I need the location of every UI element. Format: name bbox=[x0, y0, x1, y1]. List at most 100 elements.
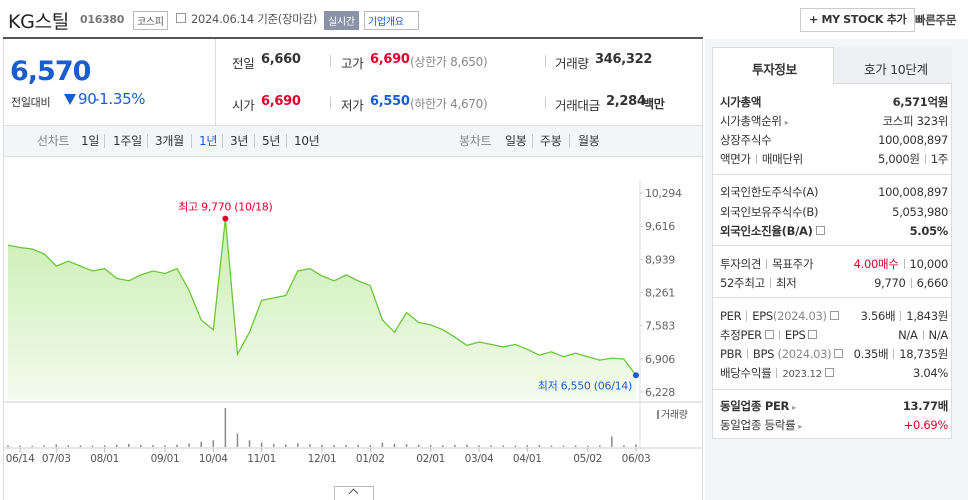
high-annotation: 최고 9,770 (10/18) bbox=[178, 201, 272, 214]
volume-bar bbox=[224, 408, 227, 447]
legend-swatch bbox=[657, 410, 659, 419]
separator bbox=[922, 330, 924, 340]
change: 90 bbox=[78, 90, 97, 108]
stat-value: 6,660 bbox=[261, 52, 301, 67]
company-info[interactable]: 기업개요 bbox=[364, 11, 419, 30]
divider bbox=[330, 55, 331, 67]
period-label: 봉차트 bbox=[459, 134, 492, 148]
low-marker bbox=[633, 372, 639, 379]
info-row: 배당수익률 2023.12 3.04% bbox=[720, 364, 948, 382]
period-tab[interactable]: 1일 bbox=[81, 134, 100, 148]
x-tick-label: 01/02 bbox=[356, 453, 385, 465]
unit: 백만 bbox=[643, 97, 665, 111]
expand-button[interactable] bbox=[334, 486, 374, 500]
value: 코스피 323위 bbox=[882, 114, 948, 128]
volume-bar bbox=[236, 433, 239, 447]
volume-bar bbox=[333, 444, 335, 447]
period-tab-active[interactable]: 1년 bbox=[199, 134, 218, 148]
stock-code: 016380 bbox=[80, 13, 125, 26]
info-row: 외국인한도주식수(A) 100,008,897 bbox=[720, 183, 948, 201]
period-tab[interactable]: 3년 bbox=[230, 134, 249, 148]
low-annotation: 최저 6,550 (06/14) bbox=[538, 379, 632, 392]
volume-bar bbox=[285, 444, 287, 447]
info-box bbox=[712, 47, 952, 439]
label-date: 2023.12 bbox=[782, 369, 822, 380]
volume-bar bbox=[345, 445, 347, 447]
separator bbox=[104, 134, 105, 148]
label: PER bbox=[720, 309, 742, 323]
volume-bar bbox=[466, 444, 468, 447]
x-tick-label: 09/01 bbox=[151, 453, 180, 465]
period-tab[interactable]: 5년 bbox=[262, 134, 281, 148]
help-icon[interactable] bbox=[834, 349, 844, 358]
volume-bar bbox=[611, 436, 613, 447]
x-tick-label: 08/01 bbox=[90, 453, 119, 465]
volume-bar bbox=[369, 445, 372, 447]
volume-bar bbox=[599, 445, 601, 447]
value: 100,008,897 bbox=[878, 133, 948, 147]
separator bbox=[903, 259, 905, 269]
value: 9,770 bbox=[874, 276, 906, 290]
label-date: (2024.03) bbox=[772, 309, 827, 323]
my-stock-button[interactable]: + MY STOCK 추가 bbox=[800, 8, 916, 32]
value: 1,843원 bbox=[906, 309, 948, 323]
value: 1주 bbox=[930, 152, 949, 166]
separator bbox=[569, 134, 570, 148]
help-icon[interactable] bbox=[815, 226, 825, 235]
volume-bar bbox=[321, 444, 323, 447]
x-tick-label: 06/03 bbox=[622, 453, 651, 465]
candle-tab[interactable]: 주봉 bbox=[540, 134, 562, 148]
volume-bar bbox=[454, 444, 456, 447]
x-tick-label: 03/04 bbox=[465, 453, 494, 465]
info-row: PBR BPS (2024.03) 0.35배 18,735원 bbox=[720, 345, 948, 363]
label: PBR bbox=[720, 347, 742, 361]
divider bbox=[330, 97, 331, 109]
x-tick-label: 07/03 bbox=[42, 453, 71, 465]
help-icon[interactable] bbox=[808, 330, 818, 339]
candle-tab[interactable]: 일봉 bbox=[505, 134, 527, 148]
volume-bar bbox=[91, 445, 94, 447]
volume-bar bbox=[43, 445, 45, 447]
quick-order[interactable]: 빠른주문 bbox=[915, 13, 957, 27]
separator bbox=[147, 134, 148, 148]
limit: (상한가 8,650) bbox=[410, 55, 488, 69]
help-icon[interactable] bbox=[764, 330, 774, 339]
period-tab[interactable]: 1주일 bbox=[113, 134, 142, 148]
label: 동일업종 등락률 bbox=[720, 418, 796, 432]
help-icon[interactable] bbox=[829, 311, 839, 320]
label: 시가총액 bbox=[720, 95, 762, 109]
x-tick-label: 05/02 bbox=[573, 453, 602, 465]
volume-bar bbox=[164, 445, 166, 447]
value: 5,053,980 bbox=[892, 205, 948, 219]
volume-bar bbox=[67, 445, 70, 447]
stat-value: 6,550 bbox=[370, 94, 410, 109]
period-tab[interactable]: 3개월 bbox=[155, 134, 184, 148]
chevron-icon bbox=[348, 488, 359, 499]
value: 100,008,897 bbox=[878, 185, 948, 199]
value: 3.56배 bbox=[860, 309, 896, 323]
x-tick-label: 04/01 bbox=[513, 453, 542, 465]
period-label: 선차트 bbox=[37, 134, 70, 148]
date: 2024.06.14 기준(장마감) bbox=[191, 12, 317, 26]
y-tick-label: 9,616 bbox=[645, 220, 675, 233]
price-line bbox=[7, 218, 637, 376]
info-tab[interactable]: 호가 10단계 bbox=[864, 62, 928, 77]
volume-bar bbox=[128, 443, 130, 447]
stat-label: 거래량 bbox=[555, 56, 589, 71]
stat-label: 전일 bbox=[232, 56, 255, 71]
volume-bar bbox=[429, 445, 432, 447]
volume-bar bbox=[309, 444, 311, 447]
volume-bar bbox=[538, 445, 541, 447]
period-tab[interactable]: 10년 bbox=[294, 134, 320, 148]
realtime-badge[interactable]: 실시간 bbox=[324, 11, 359, 30]
label: 외국인보유주식수(B) bbox=[720, 205, 819, 219]
x-tick-label: 02/01 bbox=[416, 453, 445, 465]
help-icon[interactable] bbox=[824, 368, 834, 377]
price-area bbox=[8, 218, 636, 400]
info-tab-active[interactable]: 투자정보 bbox=[752, 62, 797, 77]
candle-tab[interactable]: 월봉 bbox=[578, 134, 600, 148]
volume-bar bbox=[514, 445, 516, 447]
volume-bar bbox=[272, 444, 275, 447]
separator bbox=[924, 154, 926, 164]
calendar-icon bbox=[176, 13, 186, 23]
